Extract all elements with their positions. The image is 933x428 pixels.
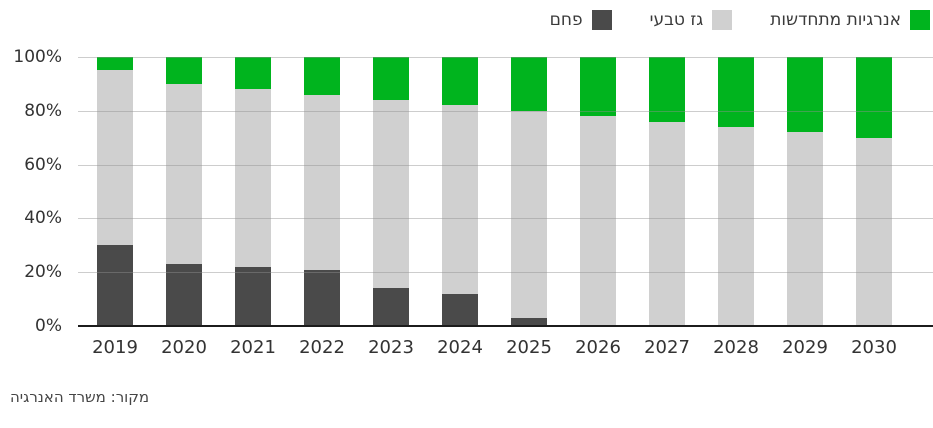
gridline-20 (78, 272, 933, 274)
x-tick-label-2022: 2022 (299, 337, 345, 358)
gridline-0 (78, 325, 933, 327)
bar-2028-renewables (718, 57, 754, 127)
bar-2023-natural-gas (373, 100, 409, 289)
gridline-60 (78, 164, 933, 166)
bar-2024-coal (442, 293, 478, 326)
y-tick-label-20: 20% (24, 262, 62, 283)
y-tick-label-40: 40% (24, 208, 62, 229)
x-tick-label-2020: 2020 (161, 337, 207, 358)
bar-2024-renewables (442, 57, 478, 106)
bar-2030-natural-gas (856, 137, 892, 326)
legend-item-coal: פחם (550, 10, 612, 30)
bar-2021-natural-gas (235, 89, 271, 267)
gridline-100 (78, 57, 933, 58)
y-tick-label-80: 80% (24, 100, 62, 121)
bar-2019-renewables (97, 57, 133, 71)
x-tick-label-2019: 2019 (92, 337, 138, 358)
x-tick-label-2021: 2021 (230, 337, 276, 358)
bar-2025-natural-gas (511, 110, 547, 318)
legend-item-natural-gas: גז טבעי (650, 10, 733, 30)
bar-2020-coal (166, 264, 202, 326)
bar-2027-natural-gas (649, 121, 685, 326)
bar-2020-renewables (166, 57, 202, 84)
y-tick-label-0: 0% (35, 316, 62, 336)
bar-2021-renewables (235, 57, 271, 90)
legend-item-renewables: אנרגיות מתחדשות (770, 10, 930, 30)
x-tick-label-2028: 2028 (713, 337, 759, 358)
bar-2024-natural-gas (442, 105, 478, 294)
x-tick-label-2023: 2023 (368, 337, 414, 358)
bar-2023-renewables (373, 57, 409, 101)
bar-2022-natural-gas (304, 94, 340, 270)
legend-swatch-coal (591, 10, 612, 30)
bar-2022-coal (304, 269, 340, 326)
legend-swatch-renewables (910, 10, 930, 30)
x-tick-label-2027: 2027 (644, 337, 690, 358)
bar-2029-renewables (787, 57, 823, 133)
legend-swatch-natural-gas (712, 10, 733, 30)
bar-2019-natural-gas (97, 70, 133, 246)
bar-2028-natural-gas (718, 126, 754, 326)
bar-2026-natural-gas (580, 116, 616, 326)
bar-2030-renewables (856, 57, 892, 138)
legend-label-coal: פחם (549, 10, 583, 30)
bar-2019-coal (97, 245, 133, 326)
gridline-80 (78, 110, 933, 112)
chart-legend: אנרגיות מתחדשות גז טבעי פחם (550, 10, 930, 30)
gridline-40 (78, 218, 933, 220)
x-tick-label-2025: 2025 (506, 337, 552, 358)
x-tick-label-2026: 2026 (575, 337, 621, 358)
y-tick-label-60: 60% (24, 154, 62, 175)
bar-2020-natural-gas (166, 83, 202, 265)
bar-2029-natural-gas (787, 132, 823, 326)
bar-2023-coal (373, 288, 409, 326)
x-tick-label-2024: 2024 (437, 337, 483, 358)
bar-2025-renewables (511, 57, 547, 111)
x-tick-label-2030: 2030 (851, 337, 897, 358)
bar-2026-renewables (580, 57, 616, 117)
y-tick-label-100: 100% (13, 47, 62, 67)
legend-label-renewables: אנרגיות מתחדשות (770, 10, 901, 30)
x-tick-label-2029: 2029 (782, 337, 828, 358)
bar-2021-coal (235, 266, 271, 326)
legend-label-natural-gas: גז טבעי (649, 10, 704, 30)
bar-2027-renewables (649, 57, 685, 122)
bar-2022-renewables (304, 57, 340, 95)
bar-2025-coal (511, 317, 547, 326)
source-note: מקור: משרד האנרגיה (10, 388, 150, 406)
